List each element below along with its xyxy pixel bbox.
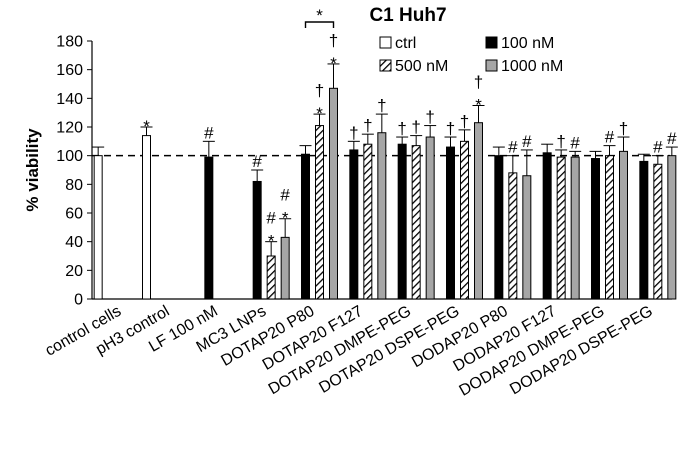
y-axis-label: % viability: [23, 128, 42, 212]
bar-dodap20-dspe-peg-100-nm: [639, 160, 649, 300]
significance-mark: #: [280, 186, 290, 205]
significance-mark: #: [204, 123, 214, 142]
bar-dodap20-dmpe-peg-100-nm: [591, 158, 600, 300]
significance-mark: #: [667, 129, 677, 148]
bar-dodap20-dmpe-peg-500-nm: [605, 155, 614, 300]
significance-mark: *: [316, 104, 323, 123]
significance-mark: †: [377, 96, 386, 115]
significance-mark: #: [570, 133, 580, 152]
legend-item-100-nm: 100 nM: [485, 35, 554, 52]
bar-dotap20-f127-500-nm: [363, 143, 373, 300]
bar-dotap20-dspe-peg-1000-nm: [474, 122, 483, 300]
y-tick-label: 100: [56, 148, 83, 165]
legend-swatch: [379, 59, 392, 72]
legend-label: ctrl: [395, 35, 416, 52]
bracket-mark: *: [316, 6, 323, 25]
significance-mark: *: [475, 96, 482, 115]
significance-mark: †: [411, 118, 420, 137]
significance-bracket: [304, 21, 335, 28]
y-tick-label: 60: [65, 206, 83, 223]
legend-item-500-nm: 500 nM: [379, 58, 448, 75]
bar-dodap20-dspe-peg-1000-nm: [667, 155, 677, 300]
bar-dodap20-f127-500-nm: [556, 156, 566, 300]
significance-mark: #: [266, 209, 276, 228]
bar-dotap20-dspe-peg-500-nm: [460, 140, 469, 300]
bar-dotap20-dmpe-peg-100-nm: [397, 143, 407, 300]
significance-mark: #: [605, 128, 615, 147]
legend-label: 100 nM: [501, 35, 554, 52]
bar-dotap20-f127-100-nm: [349, 149, 359, 300]
legend-swatch: [485, 59, 498, 72]
legend-item-ctrl: ctrl: [379, 35, 416, 52]
y-tick-label: 140: [56, 91, 83, 108]
legend-label: 1000 nM: [501, 58, 563, 75]
significance-mark: †: [329, 31, 338, 50]
bar-mc3-lnps-1000-nm: [280, 236, 290, 300]
significance-mark: *: [143, 117, 150, 136]
bar-lf-100-nm-100-nm: [204, 156, 214, 300]
y-tick-label: 160: [56, 62, 83, 79]
legend-label: 500 nM: [395, 58, 448, 75]
legend-swatch: [379, 36, 392, 49]
significance-mark: *: [330, 54, 337, 73]
bar-dodap20-p80-500-nm: [508, 172, 518, 300]
significance-mark: †: [446, 119, 455, 138]
significance-mark: †: [363, 116, 372, 135]
bar-mc3-lnps-500-nm: [266, 255, 276, 300]
significance-mark: *: [268, 232, 275, 251]
y-tick-label: 180: [56, 34, 83, 51]
bar-dodap20-p80-1000-nm: [522, 175, 532, 300]
bar-dotap20-dmpe-peg-500-nm: [411, 145, 421, 300]
legend-swatch: [485, 36, 498, 49]
bar-dodap20-f127-100-nm: [542, 152, 552, 300]
significance-mark: †: [315, 81, 324, 100]
chart-title: C1 Huh7: [369, 5, 446, 26]
bar-dotap20-dmpe-peg-1000-nm: [425, 136, 435, 300]
bar-dodap20-dspe-peg-500-nm: [653, 163, 663, 300]
significance-mark: †: [556, 132, 565, 151]
significance-mark: #: [508, 138, 518, 157]
significance-mark: †: [425, 108, 434, 127]
significance-mark: †: [460, 112, 469, 131]
y-tick-label: 40: [65, 234, 83, 251]
bar-dotap20-p80-1000-nm: [329, 87, 338, 300]
bar-dotap20-p80-500-nm: [315, 125, 324, 300]
significance-mark: *: [282, 209, 289, 228]
significance-mark: #: [653, 138, 663, 157]
bar-dotap20-f127-1000-nm: [377, 132, 387, 300]
bar-dodap20-dmpe-peg-1000-nm: [619, 150, 628, 300]
bar-dodap20-p80-100-nm: [494, 155, 504, 300]
bar-dotap20-p80-100-nm: [301, 153, 310, 300]
bar-dotap20-dspe-peg-100-nm: [446, 146, 455, 300]
significance-mark: †: [349, 123, 358, 142]
y-tick-label: 120: [56, 120, 83, 137]
significance-mark: †: [619, 119, 628, 138]
bar-dodap20-f127-1000-nm: [570, 156, 580, 300]
bar-mc3-lnps-100-nm: [252, 180, 262, 300]
significance-mark: #: [252, 152, 262, 171]
y-tick-label: 0: [74, 292, 83, 309]
significance-mark: #: [522, 132, 532, 151]
bar-control-cells-ctrl: [93, 155, 103, 300]
legend-item-1000-nm: 1000 nM: [485, 58, 563, 75]
y-tick-label: 20: [65, 263, 83, 280]
bar-ph3-control-ctrl: [142, 135, 151, 300]
significance-mark: †: [474, 73, 483, 92]
y-tick-label: 80: [65, 177, 83, 194]
legend: ctrl 100 nM 500 nM 1000 nM: [379, 35, 563, 75]
significance-mark: †: [397, 119, 406, 138]
